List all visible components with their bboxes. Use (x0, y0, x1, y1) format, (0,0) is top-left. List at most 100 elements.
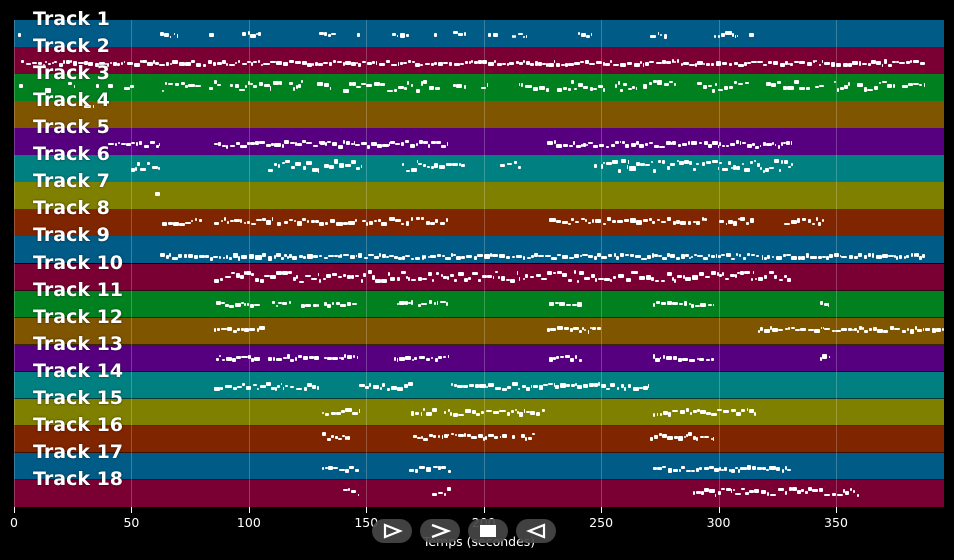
note (225, 145, 229, 150)
note (307, 383, 312, 388)
track-label: Track 18 (33, 467, 124, 490)
note (297, 143, 302, 146)
note (222, 60, 226, 64)
note (724, 278, 730, 281)
note (871, 253, 875, 258)
note (382, 144, 389, 148)
note (709, 465, 715, 469)
note (324, 221, 329, 225)
note (671, 409, 678, 413)
note (807, 328, 814, 332)
note (695, 304, 700, 307)
note (126, 61, 134, 66)
note (342, 88, 350, 94)
note (393, 256, 398, 260)
note (557, 254, 562, 257)
note (553, 139, 557, 144)
note (388, 217, 395, 222)
note (326, 437, 332, 441)
note (431, 278, 435, 282)
note (668, 81, 674, 84)
note (69, 60, 72, 64)
note (678, 436, 684, 441)
note (817, 256, 822, 260)
note (736, 411, 741, 416)
piano-roll-plot (14, 20, 944, 507)
note (280, 382, 283, 386)
note (673, 220, 676, 226)
note (839, 254, 842, 258)
note (443, 61, 448, 65)
note (415, 217, 420, 221)
note (342, 273, 346, 278)
note (710, 62, 715, 66)
note (213, 328, 217, 333)
note (621, 383, 625, 388)
note (250, 273, 255, 276)
play-button[interactable] (372, 519, 412, 543)
note (830, 62, 835, 67)
note (681, 465, 686, 470)
note (597, 277, 604, 280)
note (523, 35, 526, 39)
note (762, 466, 766, 471)
note (628, 384, 632, 389)
note (739, 217, 746, 221)
note (400, 142, 405, 147)
note (784, 328, 788, 331)
note (422, 437, 429, 441)
note (648, 61, 654, 64)
note (553, 60, 556, 64)
note (439, 301, 447, 304)
note (367, 144, 371, 149)
note (306, 142, 312, 145)
note (282, 356, 287, 360)
fast-forward-button[interactable] (420, 519, 460, 543)
note (319, 221, 324, 226)
note (612, 276, 617, 279)
note (607, 217, 612, 221)
rewind-button[interactable] (516, 519, 556, 543)
note (777, 487, 785, 491)
note (161, 89, 165, 93)
note (302, 355, 309, 360)
note (259, 278, 264, 283)
note (699, 410, 706, 415)
note (139, 60, 142, 64)
note (699, 357, 705, 361)
note (615, 141, 620, 144)
note (835, 62, 841, 67)
note (776, 80, 782, 84)
note (655, 357, 660, 362)
note (776, 467, 781, 471)
note (255, 255, 262, 260)
note (734, 34, 737, 39)
note (639, 144, 645, 149)
note (427, 271, 432, 276)
note (415, 412, 420, 416)
note (757, 162, 760, 167)
track-label: Track 3 (33, 62, 110, 85)
note (533, 86, 539, 91)
note (255, 140, 260, 145)
note (850, 487, 853, 492)
note (696, 490, 701, 494)
note (479, 384, 486, 389)
note (178, 254, 183, 258)
note (472, 271, 478, 276)
note (587, 329, 590, 334)
note (411, 168, 417, 173)
note (256, 33, 258, 36)
note (220, 301, 226, 305)
note (107, 143, 115, 146)
note (872, 327, 877, 331)
note (259, 385, 266, 389)
note (421, 277, 428, 280)
note (398, 356, 405, 361)
note (499, 410, 506, 413)
note (432, 407, 437, 413)
note (452, 412, 458, 418)
stop-button[interactable] (468, 519, 508, 543)
note (423, 163, 427, 168)
note (380, 83, 385, 87)
